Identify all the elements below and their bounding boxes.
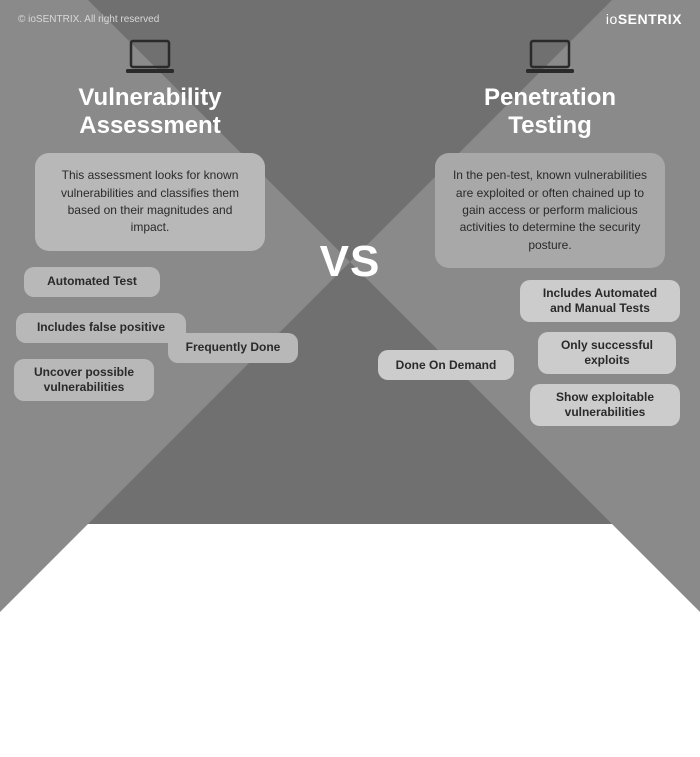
left-title-line1: Vulnerability: [78, 84, 221, 111]
brand-logo: ioSENTRIX: [606, 11, 682, 27]
right-title: Penetration Testing: [484, 84, 616, 139]
left-description: This assessment looks for known vulnerab…: [35, 153, 265, 251]
left-pill-area: Automated Test Includes false positive U…: [20, 267, 280, 447]
brand-suffix: SENTRIX: [618, 11, 682, 27]
copyright-text: © ioSENTRIX. All right reserved: [18, 14, 159, 25]
pill-successful-exploits: Only successful exploits: [538, 332, 676, 374]
pill-show-exploitable: Show exploitable vulnerabilities: [530, 384, 680, 426]
pill-uncover-vulns: Uncover possible vulnerabilities: [14, 359, 154, 401]
pill-automated-test: Automated Test: [24, 267, 160, 297]
left-column: Vulnerability Assessment This assessment…: [20, 38, 280, 447]
vs-label: VS: [320, 237, 381, 287]
left-title-line2: Assessment: [79, 112, 220, 139]
laptop-icon: [123, 38, 177, 76]
header: © ioSENTRIX. All right reserved ioSENTRI…: [0, 0, 700, 30]
right-title-line2: Testing: [508, 112, 592, 139]
pill-false-positive: Includes false positive: [16, 313, 186, 343]
right-pill-area: Includes Automated and Manual Tests Only…: [420, 284, 680, 464]
laptop-icon: [523, 38, 577, 76]
right-column: Penetration Testing In the pen-test, kno…: [420, 38, 680, 464]
brand-prefix: io: [606, 11, 618, 27]
pill-done-on-demand: Done On Demand: [378, 350, 514, 380]
pill-auto-manual: Includes Automated and Manual Tests: [520, 280, 680, 322]
pill-frequently-done: Frequently Done: [168, 333, 298, 363]
right-title-line1: Penetration: [484, 84, 616, 111]
right-description: In the pen-test, known vulnerabilities a…: [435, 153, 665, 268]
left-title: Vulnerability Assessment: [78, 84, 221, 139]
